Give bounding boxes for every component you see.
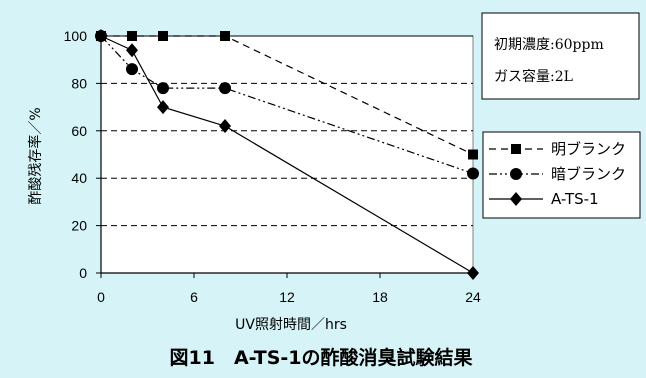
y-tick-label-80: 80 xyxy=(71,75,87,91)
y-tick-label-60: 60 xyxy=(71,123,87,139)
x-tick-label-24: 24 xyxy=(465,289,481,305)
series-1-point-2 xyxy=(127,31,137,41)
series-3-point-5 xyxy=(467,266,479,280)
y-tick-label-20: 20 xyxy=(71,218,87,234)
x-axis-title: UV照射時間／hrs xyxy=(235,317,347,333)
series-1-point-5 xyxy=(468,149,478,160)
y-axis-title: 酢酸残存率／% xyxy=(27,107,44,204)
y-tick-label-40: 40 xyxy=(71,170,87,186)
series-1-point-3 xyxy=(158,31,168,41)
condition-initial-concentration: 初期濃度:60ppm xyxy=(494,36,604,53)
series-2-point-2 xyxy=(126,63,138,76)
series-3-point-3 xyxy=(157,100,169,115)
series-2-point-3 xyxy=(157,82,169,95)
series-3-point-2 xyxy=(126,43,138,58)
condition-gas-volume: ガス容量:2L xyxy=(494,68,573,85)
x-tick-label-6: 6 xyxy=(190,289,198,305)
x-tick-label-0: 0 xyxy=(97,289,105,305)
plot-area xyxy=(100,35,474,274)
x-tick-labels: 0 6 12 18 24 xyxy=(97,273,481,305)
legend-label-2: 暗ブランク xyxy=(551,165,626,183)
legend-marker-2 xyxy=(510,168,522,180)
figure-caption: 図11 A-TS-1の酢酸消臭試験結果 xyxy=(170,346,473,369)
y-tick-labels: 0 20 40 60 80 100 xyxy=(64,28,101,281)
x-tick-label-12: 12 xyxy=(279,289,295,305)
legend-label-1: 明ブランク xyxy=(551,140,626,158)
series-1-point-4 xyxy=(220,31,230,41)
y-tick-label-100: 100 xyxy=(64,28,88,44)
legend-box xyxy=(482,131,641,219)
legend-marker-1 xyxy=(511,144,521,154)
series-2-point-4 xyxy=(219,82,231,95)
series-layer xyxy=(95,29,479,280)
legend-label-3: A-TS-1 xyxy=(551,190,599,208)
series-3-point-4 xyxy=(219,119,231,134)
series-2-point-5 xyxy=(467,167,479,180)
legend-marker-3 xyxy=(510,192,522,206)
x-tick-label-18: 18 xyxy=(372,289,388,305)
conditions-box xyxy=(481,12,640,100)
series-line-2 xyxy=(100,35,474,175)
series-3-point-1 xyxy=(95,29,107,43)
y-tick-label-0: 0 xyxy=(79,265,87,281)
